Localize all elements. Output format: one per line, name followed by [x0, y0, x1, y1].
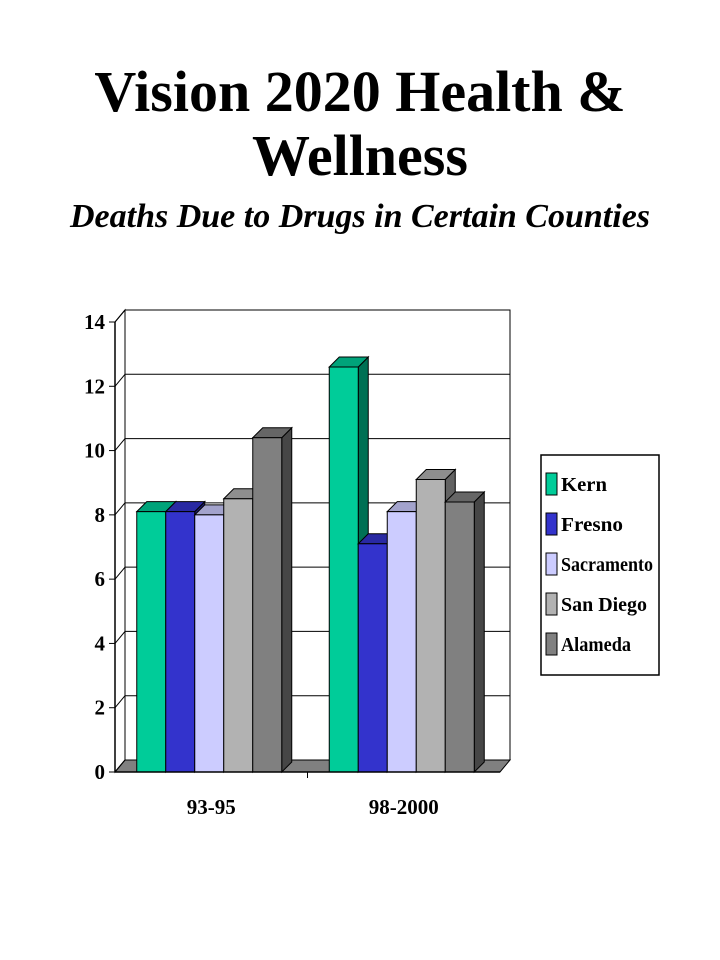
bar-alameda-2 [444, 490, 486, 774]
chart-legend: Kern Fresno Sacramento San Diego Alameda [540, 454, 660, 676]
gridline-side [114, 309, 126, 323]
bar-alameda-1 [251, 426, 293, 774]
x-tick-label: 98-2000 [369, 795, 439, 819]
y-tick-label: 14 [84, 310, 106, 334]
chart-axes: 0 2 4 6 8 10 12 14 93-95 98-2000 [84, 310, 500, 819]
x-tick-label: 93-95 [187, 795, 236, 819]
bar-side [281, 426, 293, 774]
gridline-side [114, 631, 126, 644]
bar-side [473, 490, 485, 774]
y-tick-label: 4 [95, 631, 106, 655]
gridline-side [114, 759, 126, 773]
page-subtitle: Deaths Due to Drugs in Certain Counties [69, 198, 651, 235]
y-tick-label: 0 [95, 760, 106, 784]
legend-swatch [545, 592, 558, 616]
bar-front [136, 511, 167, 773]
y-tick-label: 12 [84, 374, 105, 398]
legend-box [540, 454, 660, 676]
legend-label: Alameda [561, 634, 631, 656]
y-tick-label: 6 [95, 567, 106, 591]
legend-label: San Diego [561, 594, 647, 616]
bar-front [252, 437, 283, 773]
y-tick-label: 10 [84, 439, 105, 463]
bar-front [357, 543, 388, 773]
legend-swatch [545, 512, 558, 536]
legend-swatch [545, 552, 558, 576]
bar-front [223, 498, 254, 773]
gridline-side [114, 695, 126, 709]
legend-label: Fresno [561, 514, 623, 536]
y-tick-label: 8 [95, 503, 106, 527]
gridline-side [114, 373, 126, 387]
legend-label: Sacramento [561, 554, 653, 576]
gridline-side [114, 566, 126, 580]
bar-front [165, 511, 196, 773]
bar-front [415, 479, 446, 773]
bar-front [386, 511, 417, 773]
legend-swatch [545, 472, 558, 496]
y-tick-label: 2 [95, 696, 106, 720]
legend-swatch [545, 632, 558, 656]
gridline-side [114, 502, 126, 516]
bar-front [444, 501, 475, 773]
bar-front [194, 514, 225, 773]
chart-bars [135, 355, 486, 774]
page-title: Vision 2020 Health & Wellness [94, 59, 626, 188]
bar-front [328, 366, 359, 773]
gridline-side [114, 438, 126, 451]
legend-label: Kern [561, 474, 607, 496]
side-wall [114, 308, 126, 774]
